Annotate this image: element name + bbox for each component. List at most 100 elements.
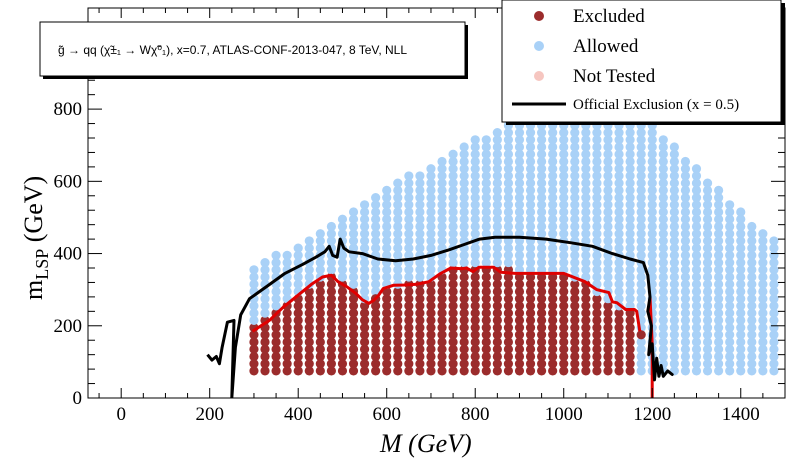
x-tick-label: 1400 xyxy=(722,404,760,425)
excluded-point xyxy=(459,286,469,297)
excluded-point xyxy=(326,294,336,304)
excluded-point xyxy=(592,344,602,354)
allowed-point xyxy=(603,265,613,275)
allowed-point xyxy=(282,279,292,289)
allowed-point xyxy=(481,229,491,239)
allowed-point xyxy=(702,221,713,232)
allowed-point xyxy=(702,301,713,311)
excluded-point xyxy=(282,351,292,362)
allowed-point xyxy=(769,337,779,347)
allowed-point xyxy=(492,156,502,167)
allowed-point xyxy=(470,257,480,268)
allowed-point xyxy=(337,257,348,268)
allowed-point xyxy=(459,200,469,210)
excluded-point xyxy=(492,322,502,333)
excluded-point xyxy=(492,351,502,362)
excluded-point xyxy=(404,301,414,311)
excluded-point xyxy=(559,330,569,340)
excluded-point xyxy=(592,330,602,340)
allowed-point xyxy=(459,207,469,217)
allowed-point xyxy=(470,156,480,167)
excluded-point xyxy=(282,359,292,369)
allowed-point xyxy=(437,221,447,232)
allowed-point xyxy=(758,279,768,289)
allowed-point xyxy=(548,257,558,268)
excluded-point xyxy=(537,286,547,297)
excluded-point xyxy=(371,301,381,311)
allowed-point xyxy=(559,171,569,181)
allowed-point xyxy=(669,149,679,159)
excluded-point xyxy=(470,308,480,318)
allowed-point xyxy=(249,265,259,275)
allowed-point xyxy=(680,171,691,181)
allowed-point xyxy=(492,200,502,210)
excluded-point xyxy=(448,337,458,347)
excluded-point xyxy=(503,344,514,354)
allowed-point xyxy=(702,322,713,333)
allowed-point xyxy=(625,192,635,203)
allowed-point xyxy=(603,200,613,210)
allowed-point xyxy=(702,214,713,224)
allowed-point xyxy=(736,366,746,376)
allowed-point xyxy=(625,272,635,282)
allowed-point xyxy=(382,236,392,246)
allowed-point xyxy=(492,178,502,188)
allowed-point xyxy=(647,265,657,275)
excluded-point xyxy=(415,286,425,297)
excluded-point xyxy=(581,322,591,333)
excluded-point xyxy=(525,308,536,318)
allowed-point xyxy=(359,214,370,224)
allowed-point xyxy=(636,250,646,260)
allowed-point xyxy=(758,308,768,318)
allowed-point xyxy=(658,265,668,275)
excluded-point xyxy=(404,359,414,369)
allowed-point xyxy=(470,200,480,210)
allowed-point xyxy=(603,127,613,138)
allowed-point xyxy=(459,250,469,260)
allowed-point xyxy=(747,308,757,318)
excluded-point xyxy=(525,279,536,289)
excluded-point xyxy=(348,308,359,318)
allowed-point xyxy=(537,178,547,188)
excluded-point xyxy=(448,286,458,297)
allowed-point xyxy=(592,272,602,282)
allowed-point xyxy=(691,330,702,340)
allowed-point xyxy=(680,351,691,362)
excluded-point xyxy=(415,344,425,354)
allowed-point xyxy=(636,142,646,152)
allowed-point xyxy=(382,243,392,253)
excluded-point xyxy=(581,301,591,311)
excluded-point xyxy=(470,272,480,282)
excluded-point xyxy=(326,315,336,325)
allowed-point xyxy=(736,243,746,253)
allowed-point xyxy=(669,272,679,282)
excluded-point xyxy=(559,294,569,304)
allowed-point xyxy=(614,207,624,217)
allowed-point xyxy=(691,265,702,275)
excluded-point xyxy=(570,279,580,289)
allowed-point xyxy=(525,257,536,268)
allowed-point xyxy=(570,127,580,138)
allowed-point xyxy=(647,164,657,174)
allowed-point xyxy=(293,272,303,282)
allowed-point xyxy=(470,142,480,152)
x-tick-label: 1200 xyxy=(633,404,671,425)
excluded-point xyxy=(371,322,381,333)
allowed-point xyxy=(714,351,724,362)
allowed-point xyxy=(525,250,536,260)
allowed-point xyxy=(658,315,668,325)
allowed-point xyxy=(348,236,359,246)
allowed-point xyxy=(725,351,735,362)
excluded-point xyxy=(581,286,591,297)
excluded-point xyxy=(581,294,591,304)
excluded-point xyxy=(592,337,602,347)
allowed-point xyxy=(382,214,392,224)
allowed-point xyxy=(359,207,370,217)
allowed-point xyxy=(404,250,414,260)
allowed-point xyxy=(293,279,303,289)
allowed-point xyxy=(525,156,536,167)
allowed-point xyxy=(714,214,724,224)
allowed-point xyxy=(691,229,702,239)
allowed-point xyxy=(348,207,359,217)
excluded-point xyxy=(481,344,491,354)
